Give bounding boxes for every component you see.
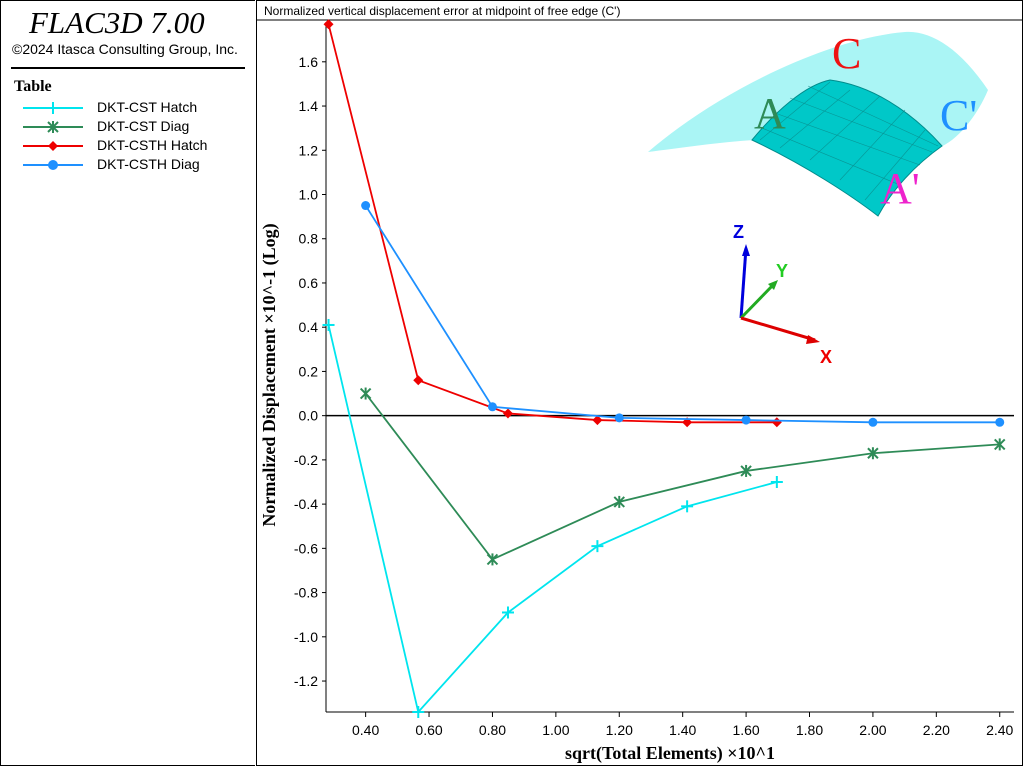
y-tick-label: 1.0 <box>299 187 319 203</box>
y-tick-label: 1.4 <box>299 98 319 114</box>
y-tick-label: 1.2 <box>299 142 319 158</box>
data-point <box>740 464 752 477</box>
x-tick-label: 1.00 <box>542 722 569 738</box>
data-point <box>592 415 603 426</box>
data-point <box>412 706 425 718</box>
data-point <box>867 447 879 460</box>
y-tick-label: -0.6 <box>294 540 318 556</box>
data-point <box>322 318 335 331</box>
y-axis-title: Normalized Displacement ×10^-1 (Log) <box>259 223 280 526</box>
surface-mesh <box>751 79 943 217</box>
data-point <box>591 540 604 553</box>
data-point <box>323 19 334 30</box>
diamond-marker-icon <box>23 141 83 151</box>
y-tick-label: -0.8 <box>294 585 318 601</box>
plus-marker-icon <box>23 102 83 114</box>
series-dkt-cst-hatch <box>322 318 783 718</box>
x-tick-label: 2.40 <box>986 722 1013 738</box>
data-point <box>995 417 1005 427</box>
x-axis-label: X <box>820 347 832 367</box>
series-dkt-cst-diag <box>359 387 1006 566</box>
circle-marker-icon <box>23 160 83 170</box>
legend-label: DKT-CSTH Hatch <box>97 137 208 153</box>
point-label-c: C <box>832 29 861 78</box>
x-axis-arrow <box>740 316 816 342</box>
x-tick-label: 0.80 <box>479 722 506 738</box>
data-point <box>681 500 694 513</box>
y-tick-label: 1.6 <box>299 54 319 70</box>
series-line <box>364 392 1000 561</box>
y-tick-label: 0.6 <box>299 275 319 291</box>
y-axis-label: Y <box>776 261 788 281</box>
sidebar-divider <box>11 67 245 69</box>
y-axis-arrow <box>739 281 777 320</box>
asterisk-marker-icon <box>23 121 83 133</box>
y-tick-label: 0.0 <box>299 408 319 424</box>
x-tick-label: 2.00 <box>859 722 886 738</box>
surface-inset: C A C' A' <box>648 29 988 217</box>
x-tick-label: 0.60 <box>415 722 442 738</box>
x-tick-label: 1.20 <box>606 722 633 738</box>
legend-item-dkt-csth-diag: DKT-CSTH Diag <box>21 156 251 174</box>
series-layer <box>322 19 1006 718</box>
data-point <box>361 201 371 211</box>
orientation-axes: Z Y X <box>733 222 832 367</box>
legend-title: Table <box>14 78 52 95</box>
y-tick-label: 0.8 <box>299 231 319 247</box>
legend-label: DKT-CSTH Diag <box>97 156 200 172</box>
data-point <box>771 417 782 428</box>
y-tick-label: -0.4 <box>294 496 318 512</box>
data-point <box>501 606 514 619</box>
legend-label: DKT-CST Diag <box>97 118 190 134</box>
x-tick-label: 1.60 <box>732 722 759 738</box>
data-point <box>359 387 372 400</box>
z-axis-label: Z <box>733 222 744 242</box>
legend-label: DKT-CST Hatch <box>97 99 198 115</box>
data-point <box>413 375 424 386</box>
point-label-a-prime: A' <box>880 164 920 213</box>
series-line <box>327 23 777 424</box>
point-label-c-prime: C' <box>940 91 977 140</box>
series-dkt-csth-hatch <box>323 19 782 428</box>
data-point <box>614 413 624 423</box>
x-tick-label: 1.80 <box>796 722 823 738</box>
app-title: FLAC3D 7.00 <box>29 5 205 40</box>
legend-item-dkt-csth-hatch: DKT-CSTH Hatch <box>21 137 251 155</box>
data-point <box>486 553 499 566</box>
series-dkt-csth-diag <box>361 201 1005 427</box>
legend-panel: FLAC3D 7.00 ©2024 Itasca Consulting Grou… <box>0 0 255 766</box>
z-axis-arrow <box>739 247 748 319</box>
series-line <box>364 205 1000 424</box>
data-point <box>741 415 751 425</box>
data-point <box>613 495 625 508</box>
x-tick-label: 1.40 <box>669 722 696 738</box>
x-tick-label: 0.40 <box>352 722 379 738</box>
y-tick-label: -1.0 <box>294 629 318 645</box>
point-label-a: A <box>754 89 786 138</box>
plot-area <box>256 0 1023 766</box>
y-tick-label: 0.2 <box>299 363 319 379</box>
y-tick-label: -1.2 <box>294 673 318 689</box>
x-axis-title: sqrt(Total Elements) ×10^1 <box>565 743 775 764</box>
legend-item-dkt-cst-hatch: DKT-CST Hatch <box>21 99 251 117</box>
axes: 1.6 1.4 1.2 1.0 0.8 0.6 0.4 0.2 0.0 -0.2 -0.4 -0.6 -… <box>294 22 1014 738</box>
legend-item-dkt-cst-diag: DKT-CST Diag <box>21 118 251 136</box>
data-point <box>502 408 513 419</box>
copyright-text: ©2024 Itasca Consulting Group, Inc. <box>12 41 238 57</box>
data-point <box>868 417 878 427</box>
series-line <box>327 324 778 714</box>
x-tick-label: 2.20 <box>923 722 950 738</box>
data-point <box>994 438 1006 451</box>
chart-title: Normalized vertical displacement error a… <box>264 4 620 18</box>
y-tick-label: 0.4 <box>299 319 319 335</box>
y-tick-label: -0.2 <box>294 452 318 468</box>
data-point <box>770 476 783 488</box>
data-point <box>487 402 497 412</box>
